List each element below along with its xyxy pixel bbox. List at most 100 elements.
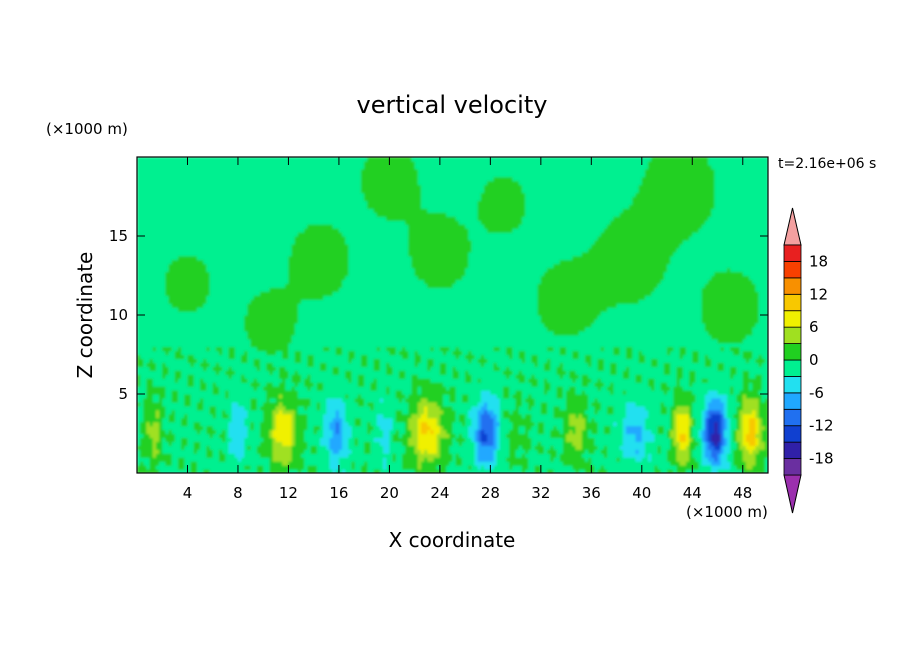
field-cell: [209, 287, 214, 292]
field-cell: [152, 311, 157, 316]
field-cell: [196, 295, 201, 300]
field-cell: [165, 243, 170, 249]
field-cell: [200, 247, 204, 253]
field-cell: [143, 425, 148, 431]
field-cell: [137, 180, 141, 186]
field-cell: [190, 378, 195, 383]
field-cell: [206, 354, 211, 360]
field-cell: [219, 283, 223, 288]
field-cell: [187, 271, 192, 277]
field-cell: [209, 267, 214, 273]
field-cell: [140, 200, 144, 205]
field-cell: [159, 413, 163, 419]
field-cell: [237, 461, 242, 466]
field-cell: [140, 429, 144, 435]
field-cell: [140, 291, 144, 296]
field-cell: [159, 334, 163, 340]
field-cell: [171, 457, 176, 462]
field-cell: [171, 405, 176, 411]
field-cell: [219, 247, 223, 253]
field-cell: [237, 188, 242, 194]
field-cell: [162, 192, 166, 198]
field-cell: [196, 397, 201, 403]
field-cell: [203, 271, 208, 277]
field-cell: [146, 200, 151, 205]
field-cell: [184, 394, 189, 399]
field-cell: [162, 267, 166, 273]
field-cell: [162, 232, 166, 237]
field-cell: [140, 267, 144, 273]
field-cell: [146, 350, 151, 356]
field-cell: [155, 157, 160, 162]
field-cell: [228, 283, 233, 288]
field-cell: [190, 394, 195, 399]
field-cell: [152, 232, 157, 237]
field-cell: [222, 374, 226, 379]
field-cell: [209, 220, 214, 225]
field-cell: [212, 267, 217, 273]
field-cell: [219, 437, 223, 442]
field-cell: [212, 405, 217, 411]
field-cell: [225, 299, 230, 304]
field-cell: [155, 342, 160, 348]
field-cell: [181, 374, 185, 379]
field-cell: [234, 267, 239, 273]
field-cell: [181, 295, 185, 300]
field-cell: [143, 196, 148, 202]
field-cell: [162, 322, 166, 328]
field-cell: [206, 318, 211, 324]
field-cell: [152, 378, 157, 383]
field-cell: [165, 465, 170, 470]
field-cell: [143, 251, 148, 257]
field-cell: [219, 366, 223, 371]
field-cell: [174, 168, 179, 174]
field-cell: [152, 307, 157, 312]
field-cell: [178, 413, 182, 419]
field-cell: [222, 255, 226, 261]
field-cell: [193, 267, 198, 273]
field-cell: [200, 224, 204, 229]
field-cell: [219, 330, 223, 336]
field-cell: [215, 441, 220, 446]
field-cell: [196, 469, 201, 473]
field-cell: [143, 433, 148, 439]
field-cell: [219, 425, 223, 431]
field-cell: [196, 342, 201, 348]
field-cell: [219, 445, 223, 450]
field-cell: [203, 397, 208, 403]
field-cell: [187, 326, 192, 332]
field-cell: [168, 382, 173, 387]
field-cell: [237, 449, 242, 454]
field-cell: [181, 394, 185, 399]
field-cell: [231, 208, 236, 213]
field-cell: [219, 362, 223, 367]
field-cell: [140, 362, 144, 367]
field-cell: [174, 176, 179, 182]
field-cell: [203, 457, 208, 462]
field-cell: [200, 216, 204, 221]
field-cell: [231, 453, 236, 458]
field-cell: [140, 259, 144, 265]
field-cell: [222, 315, 226, 320]
field-cell: [219, 397, 223, 403]
field-cell: [159, 366, 163, 371]
field-cell: [143, 465, 148, 470]
field-cell: [219, 401, 223, 407]
field-cell: [187, 224, 192, 229]
field-cell: [143, 390, 148, 395]
field-cell: [155, 232, 160, 237]
field-cell: [146, 204, 151, 209]
field-cell: [193, 433, 198, 439]
field-cell: [159, 322, 163, 328]
field-cell: [234, 441, 239, 446]
field-cell: [181, 425, 185, 431]
field-cell: [146, 307, 151, 312]
field-cell: [241, 413, 245, 419]
field-cell: [228, 417, 233, 423]
field-cell: [171, 204, 176, 209]
field-cell: [152, 196, 157, 202]
field-cell: [155, 216, 160, 221]
field-cell: [196, 354, 201, 360]
field-cell: [228, 196, 233, 202]
field-cell: [152, 358, 157, 363]
